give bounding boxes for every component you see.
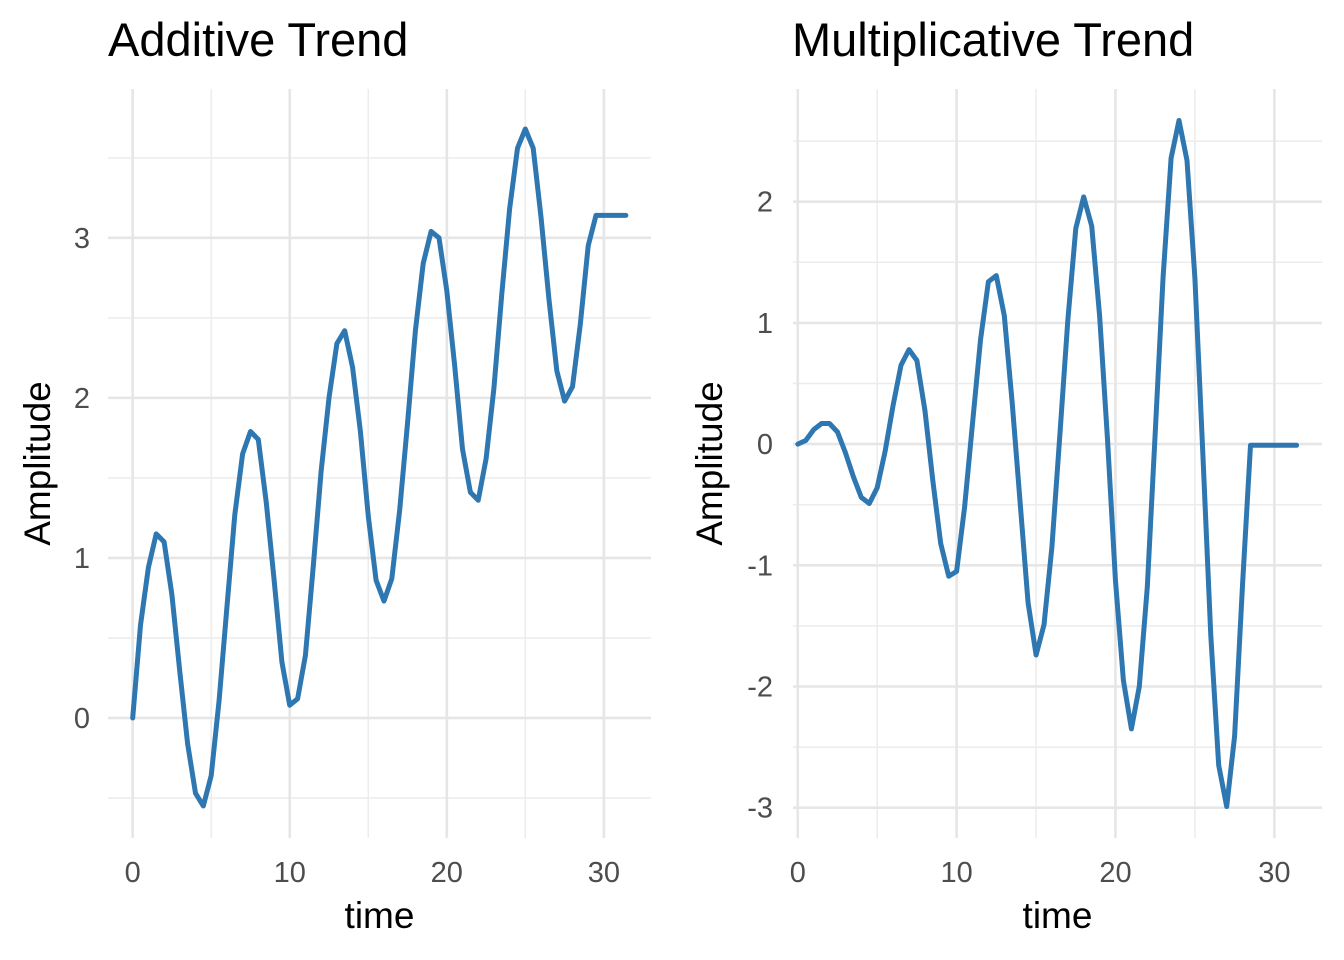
y-tick-label: 0 xyxy=(757,429,773,461)
series-line xyxy=(130,126,629,809)
x-tick-label: 20 xyxy=(1099,857,1131,889)
x-tick-label: 0 xyxy=(125,857,141,889)
y-axis-label: Amplitude xyxy=(17,381,58,546)
y-tick-label: -2 xyxy=(747,672,773,704)
y-tick-label: 2 xyxy=(757,187,773,219)
y-tick-label: 1 xyxy=(74,543,90,575)
chart-title: Additive Trend xyxy=(108,13,408,66)
y-tick-label: -3 xyxy=(747,793,773,825)
y-tick-label: -1 xyxy=(747,550,773,582)
series-line xyxy=(795,118,1300,809)
x-tick-label: 20 xyxy=(431,857,463,889)
x-tick-label: 0 xyxy=(790,857,806,889)
x-axis-label: time xyxy=(1023,895,1093,936)
x-tick-label: 10 xyxy=(274,857,306,889)
chart-title: Multiplicative Trend xyxy=(792,13,1194,66)
y-tick-label: 3 xyxy=(74,223,90,255)
x-axis-label: time xyxy=(345,895,415,936)
y-tick-label: 1 xyxy=(757,308,773,340)
panel-additive-trend: 0 10 20 30 0 1 2 3 Additive Trend time Amplitude xyxy=(17,13,651,936)
x-tick-label: 30 xyxy=(588,857,620,889)
y-tick-label: 0 xyxy=(74,703,90,735)
y-axis-label: Amplitude xyxy=(689,381,730,546)
x-tick-label: 30 xyxy=(1258,857,1290,889)
y-tick-label: 2 xyxy=(74,383,90,415)
x-tick-label: 10 xyxy=(940,857,972,889)
panel-multiplicative-trend: 0 10 20 30 -3 -2 -1 0 1 2 Multiplicative Trend time… xyxy=(689,13,1322,936)
